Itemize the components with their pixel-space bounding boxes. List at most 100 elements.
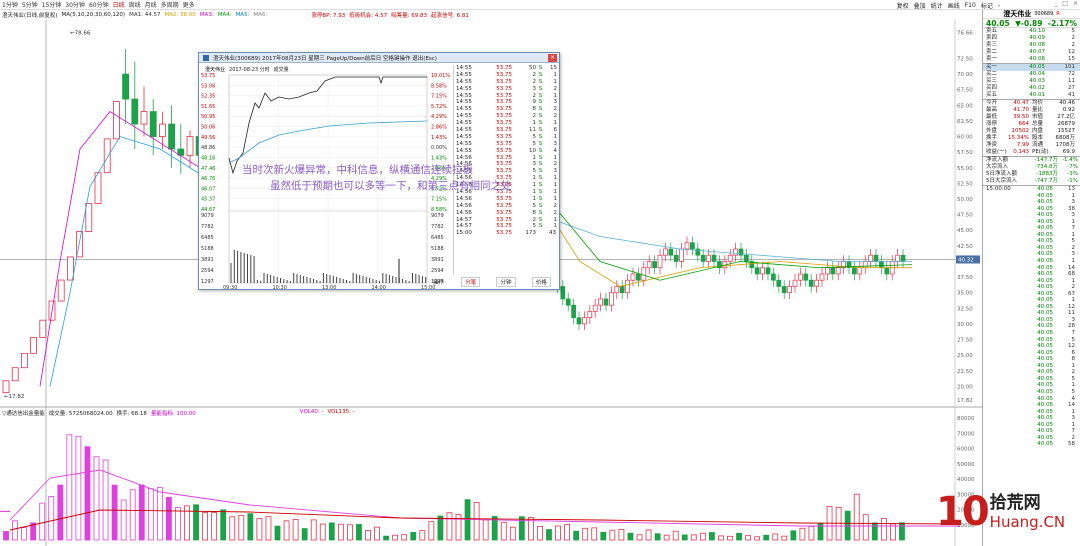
candle-body [792, 279, 798, 287]
price-tick: 20.00 [957, 384, 973, 390]
volume-bar [301, 528, 308, 541]
ask-price: 40.10 [1029, 28, 1045, 34]
trade-tab-button[interactable]: 分笔 [461, 277, 481, 287]
operate-button[interactable]: 操作 [433, 280, 445, 286]
trade-tab-button[interactable]: 价格 [531, 277, 551, 287]
trade-cell: 1 [553, 189, 558, 196]
volume-bar [102, 459, 109, 541]
trade-cell: 53.75 [496, 113, 512, 120]
trade-cell: 1 [553, 195, 558, 202]
volume-bar [528, 517, 534, 541]
candle-body [900, 254, 906, 262]
candle-body [57, 279, 65, 302]
trade-cell: S [538, 133, 543, 140]
tick-row: 40.05 1 [983, 422, 1080, 429]
kline-chart[interactable]: 76.66 72.50 70.00 67.50 65.00 62.50 60.00 57.50… [0, 0, 982, 546]
trade-cell: S [538, 65, 543, 71]
volume-bar [165, 496, 172, 541]
volume-bar [66, 434, 73, 541]
volume-bar [211, 512, 218, 541]
intraday-popup[interactable]: 澄天伟业(300689) 2017年08月23日 星期三 PageUp/Down… [198, 52, 560, 291]
tick-cell: 40.05 [1037, 199, 1053, 206]
volume-bar [202, 512, 209, 541]
volume-bar [84, 446, 91, 541]
volume-bar [328, 522, 335, 541]
tick-cell: 40.05 [1037, 375, 1053, 382]
menu-item[interactable]: - [997, 1, 1000, 9]
tick-row: 40.05 3 [983, 415, 1080, 422]
close-icon[interactable]: × [548, 54, 557, 62]
volume-bar [491, 516, 498, 541]
candle-body [744, 254, 749, 262]
trade-row: 14:55 53.75 2 S 2 [454, 113, 559, 120]
trade-tab-button[interactable]: 分钟 [496, 277, 516, 287]
period-tab[interactable]: 周线 [128, 2, 141, 9]
volume-bar [509, 526, 516, 541]
tick-cell: 68 [1068, 271, 1075, 278]
tick-cell: 1 [1071, 258, 1076, 265]
volume-bar [138, 484, 145, 541]
tick-cell: 5 [1071, 375, 1076, 382]
popup-titlebar[interactable]: 澄天伟业(300689) 2017年08月23日 星期三 PageUp/Down… [199, 53, 559, 63]
window-control-icon[interactable]: □ [1062, 0, 1068, 7]
ma-params[interactable]: MA(5,10,20,30,60,120) [61, 11, 126, 18]
bid-price: 40.02 [1029, 85, 1045, 91]
period-tab[interactable]: 15分钟 [41, 2, 62, 9]
menu-item[interactable]: 复权 [896, 2, 909, 10]
flow-cell: -1.4% [1062, 157, 1078, 163]
trade-row: 14:56 53.75 5 S 2 [454, 203, 559, 210]
window-control-icon[interactable]: × [1072, 0, 1078, 7]
period-tab[interactable]: 日线 [112, 2, 125, 9]
menu-item[interactable]: 统计 [930, 2, 943, 10]
volume-bar [709, 532, 715, 541]
volume-bar [699, 532, 706, 541]
period-tab[interactable]: 30分钟 [65, 2, 85, 9]
trade-cell: 2 [532, 113, 537, 120]
tick-list[interactable]: 15:00:00 40.05 13 40.05 1 40.05 3 40.05 38 40.05 3… [983, 185, 1080, 448]
ask-volume: 2 [1071, 35, 1076, 41]
window-control-icon[interactable]: _ [1054, 0, 1058, 7]
period-tab[interactable]: 多周期 [160, 2, 179, 9]
volume-bar [283, 520, 290, 541]
tick-cell: 40.05 [1037, 316, 1053, 323]
trade-cell: 14:57 [456, 216, 472, 223]
tick-row: 40.05 58 [983, 441, 1080, 448]
menu-item[interactable]: F10 [964, 1, 976, 9]
intraday-vol-tick-right: 1297 [431, 279, 444, 285]
trade-row: 14:55 53.75 50 S 15 [454, 65, 559, 72]
period-tab[interactable]: 更多 [182, 2, 195, 9]
intraday-chart[interactable]: 53.75 53.06 52.35 51.65 50.95 50.06 49.56 48.86… [199, 63, 453, 291]
vol-total: 成交量: 5725068024.00 [48, 411, 113, 417]
trade-cell: 1 [553, 71, 558, 78]
intraday-price-line [228, 76, 427, 175]
tick-cell: 40.05 [1037, 408, 1053, 415]
tick-cell: 40.05 [1037, 218, 1053, 225]
menu-item[interactable]: 画线 [947, 2, 960, 10]
intraday-pct-tick: 7.15% [431, 197, 447, 203]
tick-row: 40.05 2 [983, 369, 1080, 376]
bid-row: 买四 40.02 27 [983, 85, 1080, 92]
candle-body [819, 273, 825, 281]
menu-item[interactable]: 叠加 [913, 2, 926, 10]
volume-bar [745, 535, 751, 541]
period-tab[interactable]: 月线 [144, 2, 157, 9]
trade-list[interactable]: 14:55 53.75 50 S 15 14:55 53.75 2 S 1 14:55 53.75 2 S… [453, 65, 559, 275]
trade-cell: 53.75 [496, 120, 512, 127]
vol135-label: VOL135: - [327, 409, 355, 415]
volume-bar [473, 502, 480, 541]
trade-cell: 1 [553, 154, 558, 161]
period-tab[interactable]: 5分钟 [21, 2, 38, 9]
bid-volume: 72 [1068, 71, 1075, 77]
candle-body [158, 123, 166, 137]
candle-body [776, 279, 782, 287]
tick-row: 40.05 67 [983, 291, 1080, 298]
stat-row: 换手 15.34% 股本 6808万 [983, 135, 1080, 142]
intraday-pct-tick: 5.72% [431, 104, 447, 110]
trade-cell: 14:56 [456, 182, 472, 189]
candle-body [177, 148, 185, 156]
stat-label: 今开 [986, 100, 998, 106]
period-tab[interactable]: 1分钟 [2, 2, 18, 9]
trade-cell: 8 [532, 106, 537, 113]
menu-item[interactable]: 标记 [980, 2, 993, 10]
period-tab[interactable]: 60分钟 [88, 2, 109, 9]
